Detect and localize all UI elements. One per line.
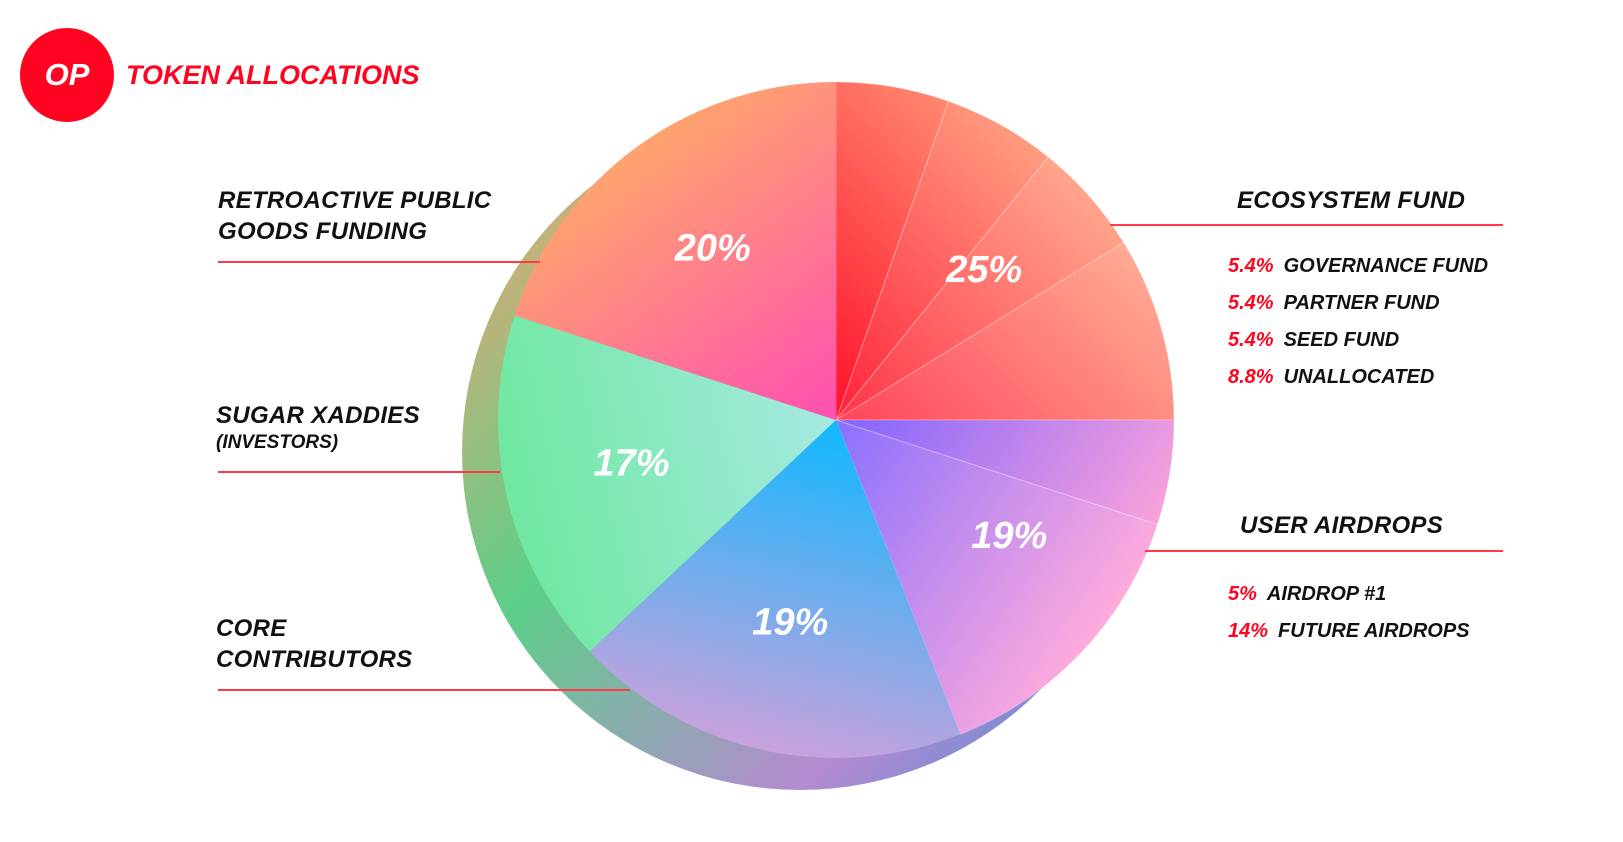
- breakdown-name: SEED FUND: [1283, 329, 1400, 351]
- breakdown-name: PARTNER FUND: [1283, 292, 1440, 314]
- sub-slice: [835, 419, 1159, 735]
- breakdown-item: 5% AIRDROP #1: [1228, 583, 1386, 606]
- category-label: USER AIRDROPS: [1240, 512, 1444, 539]
- breakdown-value: 5.4%: [1228, 255, 1274, 277]
- sub-slice: [835, 81, 950, 421]
- sub-slice: [835, 156, 1125, 421]
- breakdown-value: 14%: [1228, 620, 1269, 642]
- slice-label: 20%: [674, 227, 751, 269]
- breakdown-item: 14% FUTURE AIRDROPS: [1228, 620, 1470, 643]
- breakdown-item: 8.8% UNALLOCATED: [1228, 366, 1434, 389]
- slice-label: 19%: [971, 515, 1047, 557]
- category-label: CORE CONTRIBUTORS: [216, 615, 413, 673]
- category-label: RETROACTIVE PUBLIC GOODS FUNDING: [218, 187, 492, 245]
- breakdown-name: FUTURE AIRDROPS: [1278, 620, 1470, 642]
- pie-slice: [589, 420, 961, 758]
- breakdown-value: 5.4%: [1228, 292, 1274, 314]
- pie-slice: [836, 82, 1174, 420]
- breakdown-item: 5.4% SEED FUND: [1228, 329, 1399, 352]
- sub-slice: [834, 241, 1175, 421]
- breakdown-value: 5.4%: [1228, 329, 1274, 351]
- category-label: SUGAR XADDIES: [216, 402, 420, 429]
- breakdown-name: GOVERNANCE FUND: [1283, 255, 1489, 277]
- breakdown-item: 5.4% GOVERNANCE FUND: [1228, 255, 1488, 278]
- logo: OP: [20, 28, 114, 122]
- slice-label: 25%: [945, 249, 1022, 291]
- breakdown-name: AIRDROP #1: [1266, 583, 1387, 605]
- sub-slice: [835, 419, 1175, 526]
- pie-slice: [836, 420, 1174, 735]
- breakdown-value: 5%: [1228, 583, 1257, 605]
- category-label: ECOSYSTEM FUND: [1237, 187, 1466, 214]
- breakdown-name: UNALLOCATED: [1283, 366, 1435, 388]
- sub-slice: [835, 100, 1049, 421]
- slice-label: 17%: [593, 443, 669, 485]
- chart-title: TOKEN ALLOCATIONS: [126, 60, 420, 90]
- category-note: (INVESTORS): [216, 432, 339, 453]
- breakdown-item: 5.4% PARTNER FUND: [1228, 292, 1440, 315]
- pie-slice: [514, 82, 836, 420]
- slice-label: 19%: [752, 602, 828, 644]
- breakdown-value: 8.8%: [1228, 366, 1274, 388]
- pie-slice: [498, 315, 836, 652]
